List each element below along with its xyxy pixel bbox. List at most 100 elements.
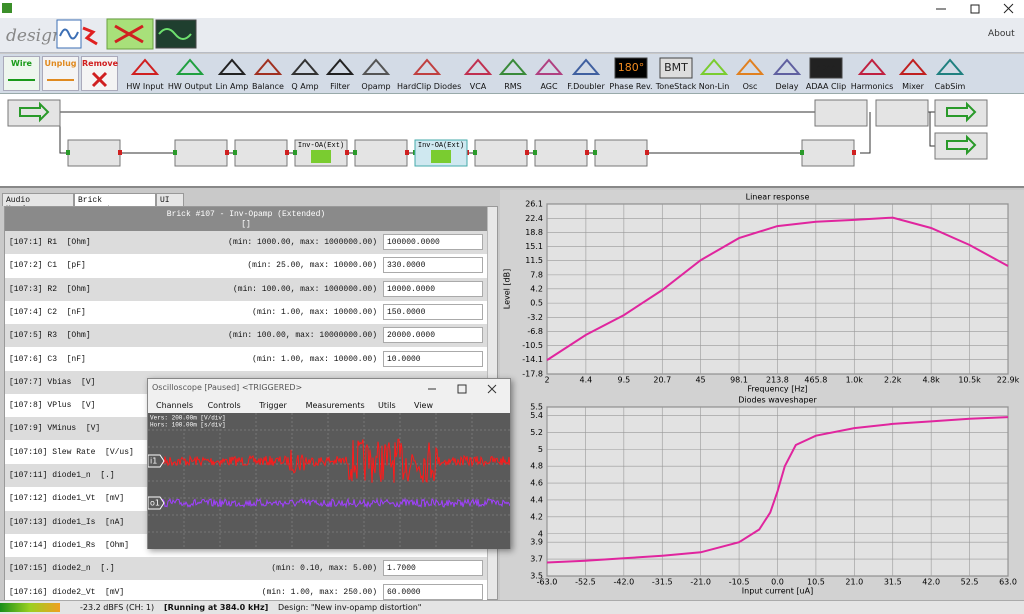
- icon-glyph: [772, 58, 802, 75]
- y-tick-label: 5.2: [530, 428, 543, 437]
- brick-button[interactable]: Balance: [248, 56, 288, 92]
- brick-button[interactable]: Lin Amp: [212, 56, 252, 92]
- brick-button[interactable]: HardClip Diodes: [397, 56, 461, 92]
- brick-button[interactable]: Osc: [730, 56, 770, 92]
- brick-button[interactable]: Non-Lin: [694, 56, 734, 92]
- x-tick-label: -31.5: [652, 578, 673, 587]
- brick-button[interactable]: BMT ToneStack: [656, 56, 696, 92]
- tool-label: Remove: [82, 59, 119, 68]
- brick-label: CabSim: [934, 82, 966, 91]
- brick-button[interactable]: CabSim: [930, 56, 970, 92]
- icon-box: [659, 57, 693, 79]
- port-out: [225, 150, 229, 155]
- tab-bar: Audio HardwareBrick parametersUI: [2, 193, 496, 214]
- port-in: [533, 150, 537, 155]
- brick-button[interactable]: Harmonics: [851, 56, 893, 92]
- x-tick-label: 31.5: [884, 578, 902, 587]
- tab[interactable]: UI: [156, 193, 184, 206]
- tab[interactable]: Brick parameters: [74, 193, 156, 214]
- brick-node: [67, 139, 121, 167]
- param-input[interactable]: 100000.0000: [383, 234, 483, 250]
- scope-info: Vers: 200.00m [V/div]: [150, 415, 226, 422]
- icon-glyph: [412, 58, 442, 75]
- close-button[interactable]: [1003, 3, 1014, 14]
- x-tick-label: 10.5: [807, 578, 825, 587]
- brick-button[interactable]: Mixer: [893, 56, 933, 92]
- chart-canvas: Linear response Frequency [Hz] Level [dB] 2…: [503, 193, 1020, 596]
- param-input[interactable]: 20000.0000: [383, 327, 483, 344]
- scope-menu-item[interactable]: Utils: [378, 401, 396, 410]
- tool-icon: [47, 79, 74, 81]
- x-tick-label: 1.0k: [846, 376, 864, 385]
- param-range: (min: 25.00, max: 10000.00): [247, 261, 377, 271]
- brick-button[interactable]: 180° Phase Rev.: [609, 56, 653, 92]
- brick-node: [934, 132, 988, 160]
- param-input[interactable]: 60.0000: [383, 583, 483, 600]
- scope-menu-item[interactable]: Channels: [156, 401, 194, 410]
- restore-button[interactable]: [970, 4, 980, 14]
- brick-button[interactable]: Filter: [320, 56, 360, 92]
- y-tick-label: 5.4: [530, 411, 543, 420]
- param-row: [107:3] R2 [Ohm] (min: 100.00, max: 10000…: [5, 277, 487, 301]
- x-tick-label: 42.0: [922, 578, 940, 587]
- tool-button[interactable]: Wire: [3, 56, 40, 91]
- brick-icon: [325, 58, 355, 75]
- brick-button[interactable]: Opamp: [356, 56, 396, 92]
- port-in: [66, 150, 70, 155]
- brick-button[interactable]: AGC: [529, 56, 569, 92]
- x-tick-label: -63.0: [537, 578, 558, 587]
- brick-button[interactable]: Delay: [767, 56, 807, 92]
- scope-controls: [428, 384, 497, 394]
- brick-button[interactable]: ADAA ADAA Clip: [806, 56, 846, 92]
- icon-glyph: [463, 58, 493, 75]
- scope-menu-item[interactable]: View: [414, 401, 433, 410]
- param-input[interactable]: 10000.0000: [383, 280, 483, 297]
- brick-label: ToneStack: [655, 82, 697, 91]
- about-menu[interactable]: About: [988, 29, 1015, 39]
- y-tick-label: 3.7: [530, 555, 543, 564]
- param-range: (min: 1000.00, max: 1000000.00): [228, 238, 377, 247]
- remove-glyph: [91, 71, 108, 88]
- brick-button[interactable]: HW Output: [168, 56, 212, 92]
- icon-text: 180°: [618, 61, 645, 74]
- brick-node: [934, 99, 988, 127]
- x-tick-label: 63.0: [999, 578, 1017, 587]
- x-tick-label: 0.0: [771, 578, 784, 587]
- scope-menu-item[interactable]: Trigger: [259, 401, 287, 410]
- scope-menu-item[interactable]: Controls: [207, 401, 241, 410]
- x-tick-label: 20.7: [653, 376, 671, 385]
- brick-button[interactable]: F.Doubler: [566, 56, 606, 92]
- brick-button[interactable]: HW Input: [125, 56, 165, 92]
- icon-glyph: [253, 58, 283, 75]
- tool-icon: [91, 71, 108, 88]
- param-label: [107:8] VPlus [V]: [9, 401, 96, 411]
- icon-glyph: [534, 58, 564, 75]
- scope-menu-item[interactable]: Measurements: [305, 401, 365, 410]
- port-in: [593, 150, 597, 155]
- brick-label: Delay: [775, 82, 799, 91]
- brick-button[interactable]: RMS: [493, 56, 533, 92]
- brick-button[interactable]: Q Amp: [285, 56, 325, 92]
- y-tick-label: 4.8: [530, 462, 543, 471]
- x-axis-label: Input current [uA]: [742, 587, 813, 596]
- param-input[interactable]: 330.0000: [383, 257, 483, 274]
- param-input[interactable]: 1.7000: [383, 560, 483, 577]
- brick-node: [354, 139, 408, 167]
- scope-glyph: [158, 28, 192, 40]
- tool-button[interactable]: Remove: [81, 56, 118, 91]
- param-label: [107:14] diode1_Rs [Ohm]: [9, 540, 130, 550]
- x-tick-label: 45: [695, 376, 705, 385]
- tool-button[interactable]: Unplug: [42, 56, 79, 91]
- icon-glyph: [175, 58, 205, 75]
- icon-glyph: [325, 58, 355, 75]
- param-label: [107:3] R2 [Ohm]: [9, 284, 91, 294]
- param-input[interactable]: 10.0000: [383, 350, 483, 367]
- brick-button[interactable]: VCA: [458, 56, 498, 92]
- x-tick-label: 9.5: [617, 376, 630, 385]
- param-input[interactable]: 150.0000: [383, 303, 483, 320]
- port-out: [345, 150, 349, 155]
- x-tick-label: 10.5k: [958, 376, 981, 385]
- tab[interactable]: Audio Hardware: [2, 193, 74, 214]
- brick-icon: [463, 58, 493, 75]
- y-tick-label: 26.1: [525, 200, 543, 209]
